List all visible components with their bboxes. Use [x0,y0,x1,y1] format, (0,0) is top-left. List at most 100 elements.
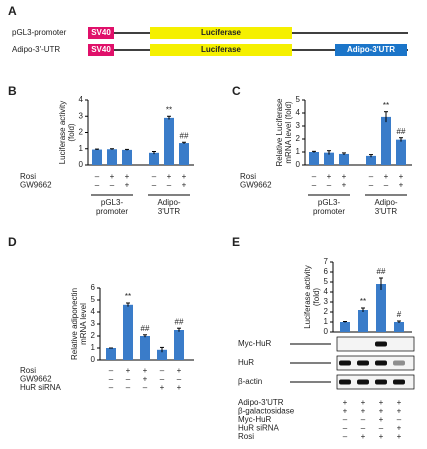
bar [394,322,404,332]
row-mark: – [126,375,131,384]
group-label: pGL3- [101,198,124,207]
row-label: Rosi [20,172,36,181]
row-mark: + [399,181,404,190]
bar [339,153,349,165]
row-mark: + [110,172,115,181]
y-tick-label: 0 [324,327,329,336]
panel-letter: B [8,84,17,98]
row-mark: – [361,424,366,433]
row-label: Rosi [20,366,36,375]
row-mark: – [369,181,374,190]
row-mark: – [160,375,165,384]
row-mark: – [384,181,389,190]
segment-label: SV40 [91,28,111,37]
group-label: promoter [96,207,128,216]
row-label: Myc-HuR [238,415,272,424]
row-mark: + [342,172,347,181]
row-mark: + [160,383,165,392]
blot-label: Myc-HuR [238,339,272,348]
blot-band [393,360,405,366]
blot-label: β-actin [238,377,262,386]
luciferase-box [150,27,292,39]
row-mark: + [397,398,402,407]
blot-band [357,360,369,366]
row-mark: – [343,432,348,441]
row-mark: + [177,383,182,392]
y-tick-label: 5 [324,277,329,286]
row-mark: + [397,424,402,433]
row-label: Rosi [240,172,256,181]
y-tick-label: 1 [296,147,301,156]
row-mark: – [361,415,366,424]
y-tick-label: 3 [296,121,301,130]
bar [309,152,319,165]
bar [376,284,386,332]
y-tick-label: 1 [79,144,84,153]
bar [164,117,174,165]
construct-name: pGL3-promoter [12,28,67,37]
luciferase-box [150,44,292,56]
row-label: GW9662 [240,181,272,190]
y-tick-label: 2 [91,331,96,340]
group-label: Adipo- [374,198,397,207]
segment-label: Luciferase [201,28,242,37]
annotation: ## [377,267,386,276]
bar [324,152,334,165]
bar [122,149,132,165]
row-mark: – [95,181,100,190]
group-label: 3'UTR [375,207,398,216]
row-label: HuR siRNA [20,383,62,392]
annotation: ** [360,297,366,306]
row-mark: – [95,172,100,181]
row-mark: + [379,407,384,416]
bar [381,116,391,165]
row-mark: + [361,407,366,416]
row-mark: – [160,366,165,375]
annotation: ## [397,127,406,136]
y-axis-label: (fold) [312,288,321,307]
y-axis-label: Relative adiponectin [70,288,79,360]
y-axis-label: (fold) [67,123,76,142]
bar [179,143,189,165]
row-mark: + [361,432,366,441]
row-label: GW9662 [20,375,52,384]
group-label: pGL3- [318,198,341,207]
row-mark: – [167,181,172,190]
y-tick-label: 4 [91,307,96,316]
row-label: β-galactosidase [238,407,295,416]
row-mark: + [126,366,131,375]
blot-band [357,379,369,385]
y-tick-label: 0 [296,160,301,169]
bar [396,139,406,165]
y-axis-label: mRNA level [79,303,88,345]
row-mark: + [182,172,187,181]
row-mark: – [109,383,114,392]
row-mark: + [361,398,366,407]
row-label: GW9662 [20,181,52,190]
row-mark: – [327,181,332,190]
row-mark: – [177,375,182,384]
bar [107,149,117,165]
bar [174,330,184,360]
row-mark: – [312,181,317,190]
annotation: ** [125,292,131,301]
promoter-box [88,44,114,56]
row-mark: + [125,181,130,190]
row-mark: + [125,172,130,181]
row-mark: – [152,181,157,190]
bar [92,149,102,165]
blot-band [375,379,387,385]
y-tick-label: 2 [79,128,84,137]
y-tick-label: 1 [324,317,329,326]
y-tick-label: 6 [91,283,96,292]
row-mark: – [343,424,348,433]
row-label: HuR siRNA [238,424,280,433]
row-mark: + [397,407,402,416]
segment-label: Adipo-3'UTR [347,45,395,54]
y-tick-label: 6 [324,267,329,276]
blot-band [339,379,351,385]
annotation: ## [175,317,184,326]
row-mark: – [126,383,131,392]
row-mark: – [109,366,114,375]
panel-letter: A [8,4,17,18]
